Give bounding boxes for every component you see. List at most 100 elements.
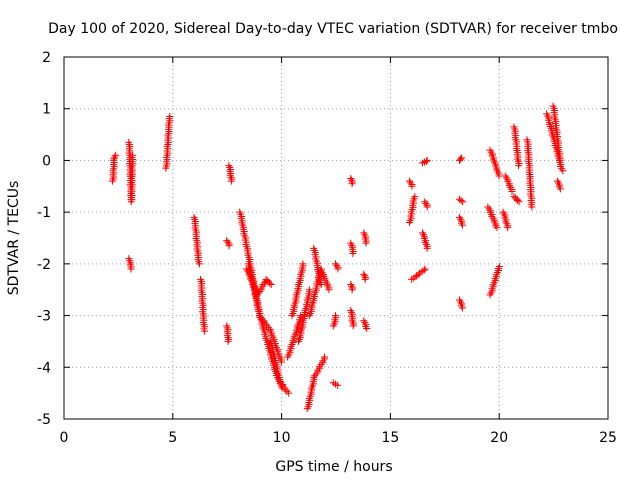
- data-point: [227, 177, 235, 185]
- data-point: [457, 155, 465, 163]
- data-point: [110, 155, 118, 163]
- grid-lines: [64, 57, 608, 419]
- data-point: [528, 203, 536, 211]
- data-point: [277, 358, 285, 366]
- data-point: [255, 312, 263, 320]
- x-tick-label: 20: [490, 430, 508, 446]
- data-point: [411, 193, 419, 201]
- data-point: [263, 322, 271, 330]
- data-point: [257, 313, 265, 321]
- y-axis-label: SDTVAR / TECUs: [6, 181, 22, 296]
- data-point: [495, 172, 503, 180]
- data-point: [349, 250, 357, 258]
- data-point: [422, 240, 430, 248]
- data-point: [226, 171, 234, 179]
- data-point: [556, 156, 564, 164]
- data-point: [503, 220, 511, 228]
- data-point: [554, 179, 562, 187]
- data-point: [325, 286, 333, 294]
- data-point: [420, 231, 428, 239]
- data-point: [350, 320, 358, 328]
- data-point: [457, 219, 465, 227]
- data-point: [501, 214, 509, 222]
- y-tick-label: -1: [37, 205, 51, 221]
- data-point: [225, 242, 233, 250]
- data-point: [420, 235, 428, 243]
- data-point: [458, 304, 466, 312]
- x-tick-label: 5: [168, 430, 177, 446]
- data-point: [111, 153, 119, 161]
- data-point: [458, 221, 466, 229]
- data-point: [458, 154, 466, 162]
- data-point: [362, 323, 370, 331]
- data-point: [299, 260, 307, 268]
- data-point: [457, 197, 465, 205]
- data-point: [423, 244, 431, 252]
- data-point: [333, 262, 341, 270]
- data-point: [349, 322, 357, 330]
- data-point: [297, 312, 305, 320]
- data-point: [305, 286, 313, 294]
- data-point: [508, 187, 516, 195]
- data-point: [334, 381, 342, 389]
- data-point: [361, 319, 369, 327]
- data-point: [347, 281, 355, 289]
- data-point: [457, 215, 465, 223]
- data-point: [267, 281, 275, 289]
- data-point: [228, 175, 236, 183]
- data-point: [223, 332, 231, 340]
- data-point: [224, 238, 232, 246]
- data-point: [281, 386, 289, 394]
- data-point: [555, 183, 563, 191]
- y-tick-label: -2: [37, 257, 51, 273]
- plot-frame: [63, 56, 609, 420]
- data-point: [257, 284, 265, 292]
- data-point: [195, 260, 203, 268]
- data-point: [457, 298, 465, 306]
- data-point: [423, 203, 431, 211]
- data-point: [422, 157, 430, 165]
- y-tick-label: 1: [42, 102, 51, 118]
- data-point: [347, 306, 355, 314]
- data-point: [361, 275, 369, 283]
- data-point: [201, 327, 209, 335]
- data-point: [408, 182, 416, 190]
- data-point: [127, 265, 135, 273]
- data-point: [348, 180, 356, 188]
- data-point: [362, 239, 370, 247]
- data-point: [421, 265, 429, 273]
- data-point: [334, 265, 342, 273]
- data-point: [348, 316, 356, 324]
- data-point: [317, 360, 325, 368]
- data-point: [423, 156, 431, 164]
- data-point: [407, 179, 415, 187]
- data-point: [492, 222, 500, 230]
- data-point: [360, 270, 368, 278]
- data-point: [459, 198, 467, 206]
- data-point: [347, 175, 355, 183]
- data-point: [457, 302, 465, 310]
- data-point: [316, 362, 324, 370]
- x-tick-label: 25: [599, 430, 617, 446]
- y-tick-label: 0: [42, 153, 51, 169]
- data-point: [331, 312, 339, 320]
- y-tick-label: 2: [42, 50, 51, 66]
- data-point: [266, 279, 274, 287]
- x-tick-label: 0: [60, 430, 69, 446]
- data-point: [225, 162, 233, 170]
- axis-ticks: 0 5 10 15 20 25 -5 -4 -3 -2 -1 0 1 2: [37, 50, 617, 446]
- data-point: [285, 389, 293, 397]
- x-axis-label: GPS time / hours: [275, 459, 392, 475]
- data-points: [108, 102, 567, 413]
- data-point: [317, 281, 325, 289]
- data-point: [319, 357, 327, 365]
- chart-title: Day 100 of 2020, Sidereal Day-to-day VTE…: [48, 21, 618, 37]
- data-point: [256, 287, 264, 295]
- data-point: [515, 162, 523, 170]
- data-point: [166, 112, 174, 120]
- data-point: [112, 151, 120, 159]
- y-tick-label: -5: [37, 412, 51, 428]
- data-point: [504, 224, 512, 232]
- data-point: [420, 266, 428, 274]
- data-point: [129, 151, 137, 159]
